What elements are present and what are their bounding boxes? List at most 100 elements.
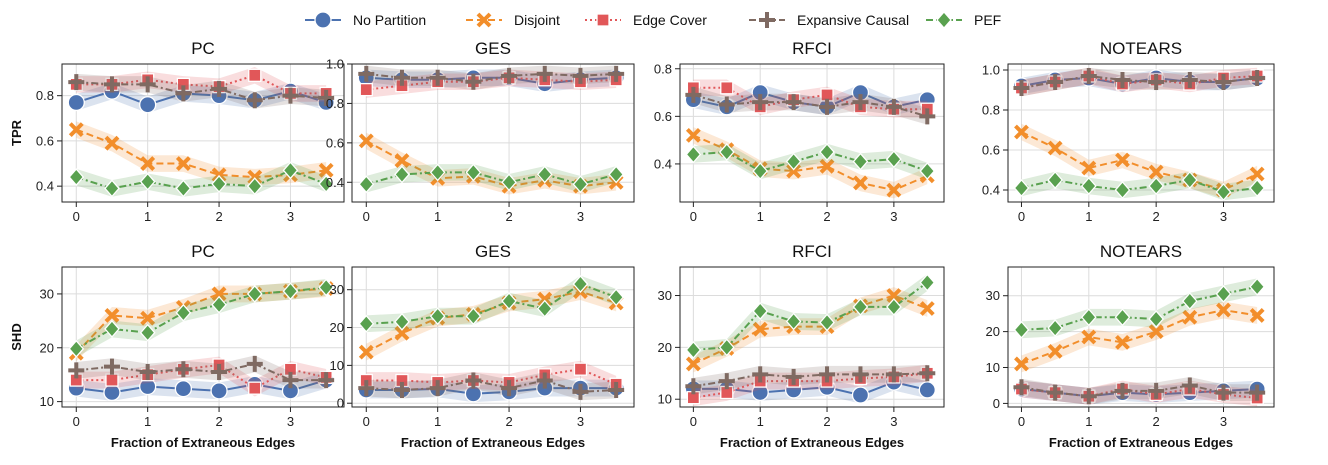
- data-point-expansive-causal: [429, 380, 446, 397]
- data-point-expansive-causal: [536, 65, 553, 82]
- confidence-band: [76, 121, 327, 186]
- data-point-expansive-causal: [68, 74, 85, 91]
- data-point-pef: [68, 168, 85, 187]
- data-point-disjoint: [853, 175, 868, 191]
- data-point-expansive-causal: [819, 98, 836, 115]
- x-tick-label: 3: [1220, 209, 1227, 224]
- data-point-pef: [1114, 181, 1131, 199]
- data-point-pef: [718, 338, 735, 357]
- x-tick-label: 3: [1220, 414, 1227, 429]
- data-point-expansive-causal: [785, 368, 802, 385]
- y-tick-label: 1.0: [326, 57, 344, 72]
- y-tick-label: 30: [658, 288, 672, 303]
- data-point-expansive-causal: [1148, 382, 1165, 399]
- data-point-pef: [685, 145, 702, 164]
- data-point-disjoint: [685, 127, 701, 143]
- data-point-edge-cover: [573, 362, 588, 376]
- data-point-pef: [175, 303, 192, 322]
- data-point-pef: [1013, 320, 1030, 339]
- data-point-disjoint: [685, 356, 701, 372]
- legend-marker-square-icon: [596, 13, 610, 27]
- data-point-edge-cover: [248, 68, 262, 82]
- data-point-disjoint: [1081, 329, 1097, 345]
- axes-frame: [61, 63, 345, 203]
- data-point-disjoint: [394, 325, 410, 341]
- confidence-band: [693, 127, 928, 199]
- x-tick-label: 0: [363, 209, 370, 224]
- axes-frame: [1007, 63, 1275, 203]
- confidence-band: [1021, 123, 1258, 199]
- series-edge-cover: [359, 360, 623, 393]
- confidence-band: [1021, 67, 1258, 97]
- series-pef: [685, 143, 936, 181]
- legend-item-pef: PEF: [926, 11, 1001, 29]
- confidence-band: [1021, 67, 1258, 97]
- y-tick-label: 20: [658, 340, 672, 355]
- panel-rfci-shd: RFCI 10 20 30 0 1 2 3 Fraction of Extraneous Edg…: [658, 242, 945, 450]
- data-point-expansive-causal: [1215, 74, 1232, 90]
- data-point-expansive-causal: [139, 364, 156, 380]
- data-point-pef: [536, 165, 553, 184]
- data-point-expansive-causal: [852, 94, 869, 111]
- data-point-expansive-causal: [1249, 384, 1266, 401]
- y-tick-label: 20: [986, 324, 1000, 339]
- panel-title: GES: [475, 39, 511, 58]
- data-point-pef: [1181, 171, 1198, 189]
- y-tick-label: 0.8: [982, 103, 1000, 118]
- panel-notears-shd: NOTEARS 0 10 20 30 0 1 2 3 Fraction of Extraneous…: [986, 242, 1275, 450]
- data-point-edge-cover: [359, 82, 373, 97]
- x-tick-label: 0: [690, 209, 697, 224]
- x-tick-label: 2: [215, 209, 222, 224]
- data-point-disjoint: [919, 301, 935, 316]
- data-point-expansive-causal: [358, 65, 375, 82]
- data-point-expansive-causal: [572, 67, 589, 84]
- data-point-expansive-causal: [465, 372, 482, 389]
- series-line: [75, 287, 327, 354]
- data-point-pef: [282, 161, 299, 180]
- data-point-pef: [358, 175, 375, 194]
- legend-item-edge-cover: Edge Cover: [585, 12, 707, 28]
- confidence-band: [693, 79, 928, 118]
- data-point-expansive-causal: [1013, 379, 1030, 396]
- panel-title: GES: [475, 242, 511, 261]
- data-point-disjoint: [104, 135, 120, 151]
- y-tick-label: 0.6: [326, 135, 344, 150]
- data-point-expansive-causal: [1148, 74, 1165, 90]
- data-point-expansive-causal: [919, 365, 936, 382]
- series-pef: [68, 278, 335, 358]
- data-point-expansive-causal: [685, 378, 702, 395]
- x-tick-label: 1: [757, 209, 764, 224]
- data-point-disjoint: [211, 167, 227, 183]
- panel-pc-tpr: PC 0.4 0.6 0.8 0 1 2 3 TPR: [9, 39, 345, 224]
- y-tick-label: 0.4: [982, 183, 1000, 198]
- data-point-disjoint: [1047, 140, 1063, 156]
- data-point-disjoint: [786, 163, 802, 179]
- data-point-expansive-causal: [103, 358, 120, 375]
- data-point-disjoint: [1182, 309, 1198, 325]
- confidence-band: [693, 287, 928, 373]
- x-tick-label: 2: [505, 209, 512, 224]
- x-tick-label: 0: [690, 414, 697, 429]
- x-axis-label: Fraction of Extraneous Edges: [1049, 435, 1233, 450]
- y-tick-label: 30: [40, 286, 54, 301]
- y-tick-label: 20: [330, 320, 344, 335]
- y-tick-label: 0.6: [654, 109, 672, 124]
- data-point-pef: [211, 295, 227, 314]
- series-expansive-causal: [1013, 67, 1266, 97]
- x-tick-label: 1: [434, 209, 441, 224]
- data-point-disjoint: [211, 286, 227, 302]
- data-point-pef: [919, 273, 936, 292]
- x-axis-label: Fraction of Extraneous Edges: [720, 435, 904, 450]
- data-point-pef: [1215, 284, 1232, 303]
- data-point-expansive-causal: [1114, 382, 1131, 399]
- legend: No Partition Disjoint Edge Cover Expansive …: [305, 11, 1001, 29]
- data-point-disjoint: [537, 291, 553, 307]
- data-point-expansive-causal: [211, 364, 228, 380]
- x-axis-label: Fraction of Extraneous Edges: [111, 435, 295, 450]
- series-pef: [358, 275, 625, 333]
- data-point-edge-cover: [105, 373, 119, 387]
- data-point-pef: [1249, 277, 1266, 296]
- data-point-disjoint: [1047, 343, 1063, 359]
- legend-label: No Partition: [353, 12, 426, 28]
